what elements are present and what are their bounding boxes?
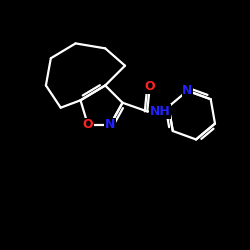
Text: N: N — [105, 118, 115, 132]
Text: O: O — [82, 118, 93, 132]
Text: O: O — [144, 80, 155, 93]
Text: N: N — [182, 84, 193, 97]
Text: NH: NH — [150, 105, 171, 118]
